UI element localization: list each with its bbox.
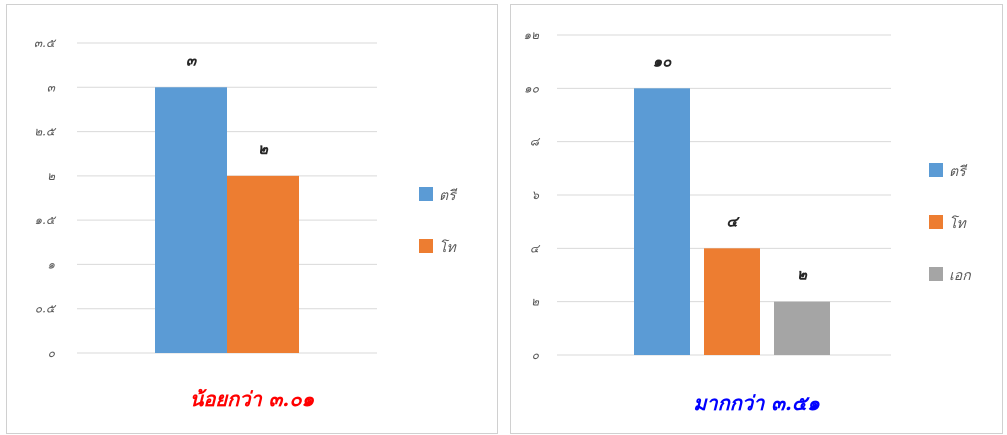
y-tick-label: ๔ [530,241,541,255]
data-label: ๔ [726,212,740,230]
chart-right-title: มากกว่า ๓.๕๑ [693,391,820,415]
chart-left-title: น้อยกว่า ๓.๐๑ [189,387,315,411]
bar-2 [227,175,299,353]
y-tick-label: ๑๐ [524,81,540,95]
legend-swatch [419,239,433,253]
data-label: ๓ [186,51,198,69]
y-tick-label: ๖ [531,188,540,202]
legend-swatch [929,215,943,229]
y-tick-label: ๒ [531,295,539,309]
legend-label: ตรี [439,188,458,204]
data-label: ๒ [797,266,808,284]
y-tick-label: ๐ [48,346,56,360]
y-tick-label: ๓.๕ [34,36,57,50]
chart-panel-left: ๐ ๐.๕ ๑ ๑.๕ ๒ ๒.๕ ๓ ๓.๕๓๒ตรีโท น้อยกว่า ๓.๐๑ [6,4,498,434]
y-tick-label: ๐ [532,348,540,362]
bar-1 [634,88,690,355]
bar-3 [774,301,830,355]
legend-label: โท [949,215,968,232]
legend-swatch [929,267,943,281]
chart-panel-right: ๐ ๒ ๔ ๖ ๘ ๑๐ ๑๒๑๐๔๒ ตรีโทเอก มากกว่า ๓.๕๑ [510,4,1003,434]
legend-swatch [929,163,943,177]
data-label: ๒ [258,140,269,158]
data-label: ๑๐ [653,52,673,70]
y-tick-label: ๘ [530,135,541,149]
y-tick-label: ๒ [47,169,55,183]
legend-label: โท [439,239,458,256]
y-tick-label: ๑ [47,257,55,271]
y-tick-label: ๑๒ [523,28,539,42]
y-tick-label: ๒.๕ [34,125,57,139]
y-tick-label: ๐.๕ [35,302,57,316]
legend-label: เอก [949,268,972,284]
bar-1 [155,87,227,354]
bar-2 [704,248,760,355]
y-tick-label: ๓ [47,80,56,94]
y-tick-label: ๑.๕ [34,213,56,227]
legend-swatch [419,187,433,201]
legend-label: ตรี [949,164,968,180]
